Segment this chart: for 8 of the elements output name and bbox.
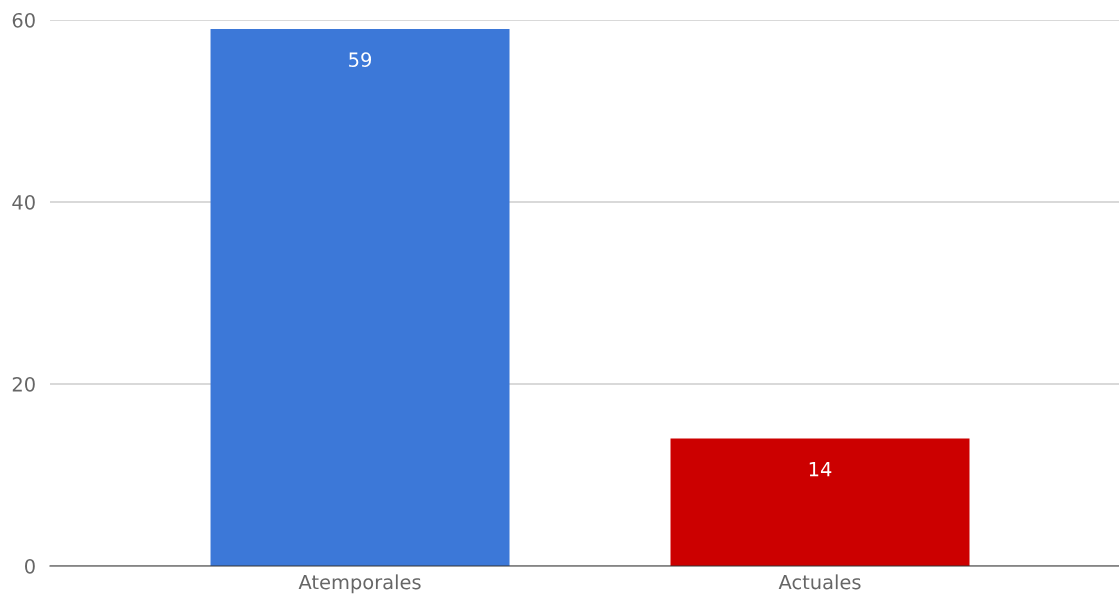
y-tick-label: 40 (12, 194, 35, 210)
y-tick-label: 0 (25, 558, 35, 574)
data-label: 14 (809, 462, 832, 477)
x-tick-label: Actuales (778, 574, 861, 590)
y-tick-label: 60 (12, 12, 35, 28)
y-tick-label: 20 (12, 376, 35, 392)
data-label: 59 (349, 52, 372, 67)
x-tick-label: Atemporales (298, 574, 421, 594)
